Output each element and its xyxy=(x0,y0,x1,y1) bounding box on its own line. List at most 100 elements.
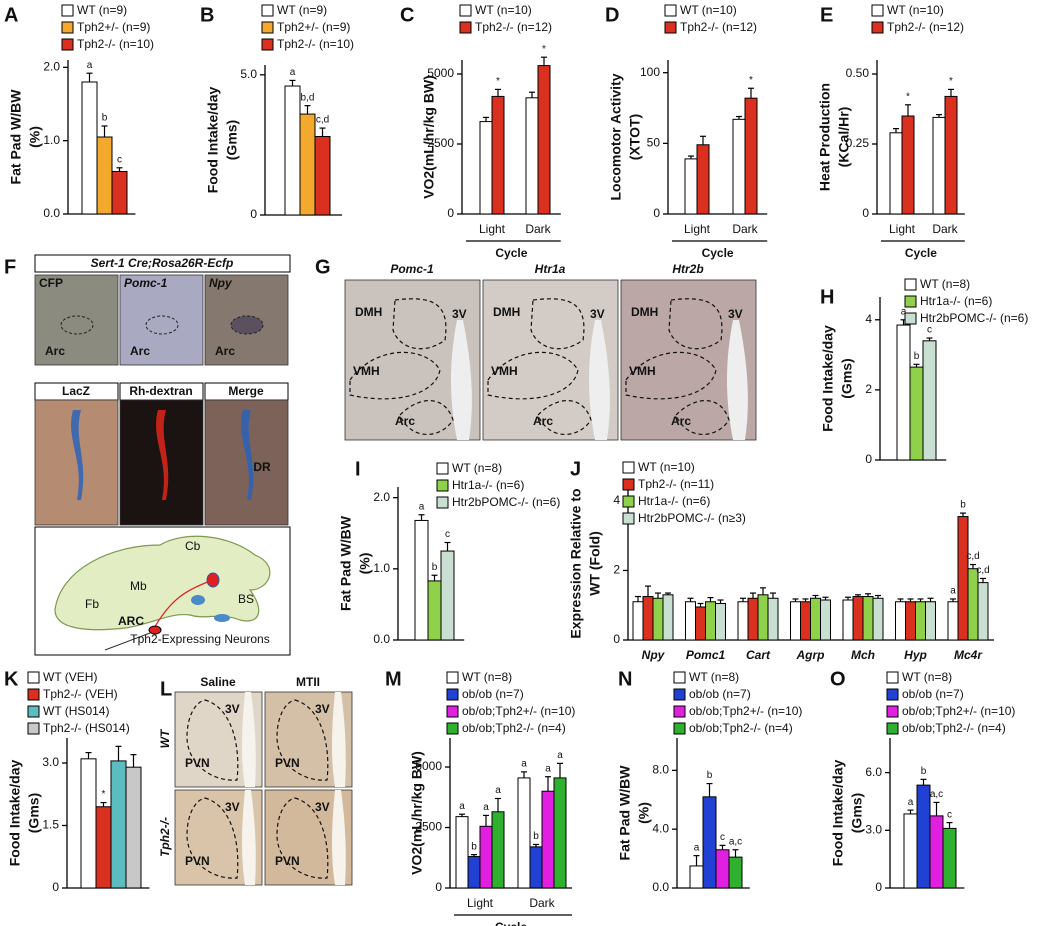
x-tick-label: Mch xyxy=(851,648,875,662)
image-title: Rh-dextran xyxy=(129,384,192,398)
y-axis-label: WT (Fold) xyxy=(587,531,603,596)
bar xyxy=(705,601,716,641)
x-tick-label: Light xyxy=(684,222,711,236)
value-label: * xyxy=(949,76,953,87)
micrograph xyxy=(34,274,119,366)
image-title: CFP xyxy=(39,276,63,290)
region-label: Arc xyxy=(395,414,415,428)
x-tick-label: Dark xyxy=(525,222,551,236)
y-axis-label: (XTOT) xyxy=(627,114,643,160)
micrograph xyxy=(119,274,204,366)
legend-label: ob/ob (n=7) xyxy=(462,687,524,701)
legend-label: ob/ob;Tph2+/- (n=10) xyxy=(689,704,802,718)
bar xyxy=(957,516,969,641)
bar xyxy=(642,596,654,641)
y-tick-label: 2 xyxy=(865,382,872,396)
bar xyxy=(110,760,127,889)
bar xyxy=(744,97,758,215)
bar xyxy=(728,856,743,889)
legend-swatch xyxy=(886,722,899,735)
legend-swatch xyxy=(904,312,917,325)
legend-label: WT (n=10) xyxy=(680,3,737,17)
legend-label: ob/ob;Tph2-/- (n=4) xyxy=(902,721,1006,735)
image-title: Htr2b xyxy=(672,262,703,276)
image-title: Pomc-1 xyxy=(390,262,434,276)
region-label: DMH xyxy=(355,305,382,319)
y-axis-label: Fat Pad W/BW xyxy=(8,89,24,185)
bar xyxy=(929,815,944,889)
value-label: a xyxy=(459,801,465,812)
bar xyxy=(925,601,936,641)
legend-label: ob/ob (n=7) xyxy=(689,687,751,701)
legend-label: Tph2-/- (n=10) xyxy=(277,37,354,51)
region-label: Arc xyxy=(215,344,235,358)
region-label: DR xyxy=(253,460,271,474)
value-label: b xyxy=(707,770,713,781)
bar xyxy=(80,758,97,889)
legend-label: Tph2-/- (n=12) xyxy=(475,20,552,34)
row-label: WT xyxy=(158,728,172,748)
bar xyxy=(942,827,957,889)
value-label: a,c xyxy=(729,836,742,847)
neuron xyxy=(148,625,162,635)
neuron xyxy=(191,595,205,605)
legend-swatch xyxy=(436,479,449,492)
brain-outline xyxy=(54,535,271,631)
bar xyxy=(95,806,112,889)
x-tick-label: Pomc1 xyxy=(686,648,726,662)
region-label: PVN xyxy=(185,854,210,868)
legend-swatch xyxy=(886,671,899,684)
value-label: c,d xyxy=(976,565,989,576)
x-tick-label: Light xyxy=(467,896,494,910)
bar xyxy=(909,366,924,461)
x-tick-label: Dark xyxy=(732,222,758,236)
region-outline xyxy=(399,400,454,435)
diagram-label: Tph2-Expressing Neurons xyxy=(130,632,269,646)
region-outline xyxy=(675,400,730,435)
y-axis-label: Food Intake/day xyxy=(820,325,836,432)
bar xyxy=(852,596,864,641)
legend-label: Tph2-/- (HS014) xyxy=(43,721,130,735)
region-label: DMH xyxy=(631,305,658,319)
y-tick-label: 5.0 xyxy=(240,67,257,81)
ventricle xyxy=(451,320,472,440)
y-tick-label: 5000 xyxy=(427,66,454,80)
neuron xyxy=(206,572,220,588)
region-outline xyxy=(145,315,179,335)
bar xyxy=(652,597,664,641)
y-tick-label: 0 xyxy=(862,206,869,220)
value-label: a xyxy=(521,759,527,770)
bar xyxy=(537,65,551,215)
panel-letter: H xyxy=(820,286,834,308)
y-tick-label: 3.0 xyxy=(865,822,882,836)
y-axis-label: Food Intake/day xyxy=(205,87,221,194)
value-label: c xyxy=(445,529,450,540)
legend-swatch xyxy=(904,278,917,291)
x-tick-label: Dark xyxy=(529,896,555,910)
legend-label: Tph2-/- (n=10) xyxy=(77,37,154,51)
legend-label: WT (n=10) xyxy=(638,460,695,474)
legend-label: WT (n=8) xyxy=(462,670,512,684)
bar xyxy=(702,796,717,889)
legend-swatch xyxy=(673,688,686,701)
y-tick-label: 2.0 xyxy=(43,60,60,74)
bar xyxy=(299,113,316,216)
legend-swatch xyxy=(871,21,884,34)
bar xyxy=(903,813,918,889)
legend-label: Tph2+/- (n=9) xyxy=(77,20,150,34)
value-label: * xyxy=(102,789,106,800)
legend-label: ob/ob (n=7) xyxy=(902,687,964,701)
bar xyxy=(81,81,98,215)
value-label: b xyxy=(914,351,920,362)
legend-swatch xyxy=(446,688,459,701)
y-axis-label: (Gms) xyxy=(849,793,865,833)
panel-letter: E xyxy=(820,4,833,26)
region-label: 3V xyxy=(225,702,240,716)
legend-swatch xyxy=(27,671,40,684)
bar xyxy=(896,324,911,461)
stain xyxy=(71,410,84,500)
panel-letter: J xyxy=(570,458,581,480)
bar xyxy=(632,601,644,641)
region-label: DMH xyxy=(493,305,520,319)
